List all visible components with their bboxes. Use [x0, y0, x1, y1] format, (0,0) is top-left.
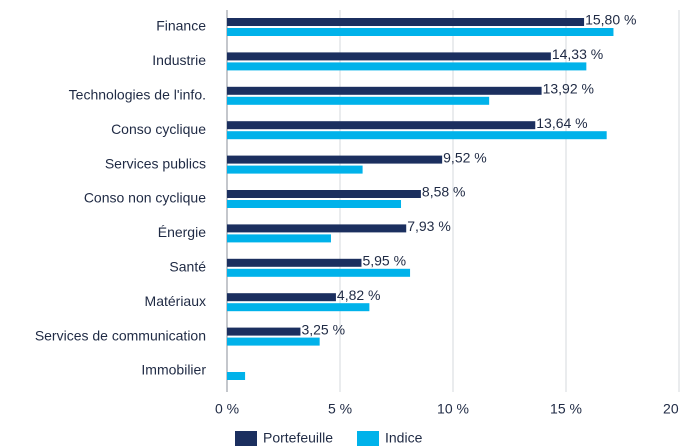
- bar: [227, 293, 336, 302]
- value-label: 15,80 %: [585, 12, 636, 28]
- bar: [227, 268, 411, 277]
- category-label: Industrie: [152, 52, 206, 68]
- bar: [227, 165, 363, 174]
- value-label: 7,93 %: [407, 218, 451, 234]
- x-tick-label: 15 %: [550, 401, 582, 417]
- legend-label: Indice: [385, 430, 423, 446]
- legend-label: Portefeuille: [263, 430, 333, 446]
- bar: [227, 28, 614, 36]
- category-label: Santé: [169, 259, 206, 275]
- category-label: Immobilier: [141, 362, 206, 378]
- x-tick-label: 5 %: [328, 401, 352, 417]
- category-label: Conso cyclique: [111, 121, 206, 137]
- bar: [227, 234, 331, 243]
- category-label: Services publics: [105, 155, 206, 171]
- bar: [227, 18, 585, 26]
- category-label: Énergie: [158, 224, 206, 240]
- value-label: 13,64 %: [536, 115, 587, 131]
- category-label: Finance: [156, 18, 206, 34]
- legend-swatch: [235, 431, 257, 446]
- value-label: 5,95 %: [362, 253, 406, 269]
- x-tick-label: 20 %: [663, 401, 680, 417]
- value-label: 14,33 %: [552, 46, 603, 62]
- category-label: Matériaux: [145, 293, 206, 309]
- bar: [227, 86, 542, 95]
- bar: [227, 131, 607, 140]
- value-label: 4,82 %: [337, 287, 381, 303]
- legend-swatch: [357, 431, 379, 446]
- bar: [227, 303, 370, 312]
- bar: [227, 200, 402, 208]
- bar: [227, 121, 536, 130]
- bar: [227, 372, 246, 380]
- bar: [227, 52, 551, 61]
- bar: [227, 327, 301, 336]
- value-label: 9,52 %: [443, 149, 487, 165]
- bar: [227, 258, 362, 267]
- bar: [227, 337, 320, 346]
- value-label: 8,58 %: [422, 184, 466, 200]
- bar: [227, 224, 407, 233]
- bar: [227, 62, 587, 71]
- category-label: Conso non cyclique: [84, 190, 206, 206]
- value-label: 13,92 %: [543, 81, 594, 97]
- category-label: Services de communication: [35, 327, 206, 343]
- category-label: Technologies de l'info.: [69, 87, 206, 103]
- bar: [227, 96, 490, 105]
- x-tick-label: 0 %: [215, 401, 239, 417]
- bar: [227, 155, 443, 164]
- value-label: 3,25 %: [301, 321, 345, 337]
- bar: [227, 190, 421, 198]
- x-tick-label: 10 %: [437, 401, 469, 417]
